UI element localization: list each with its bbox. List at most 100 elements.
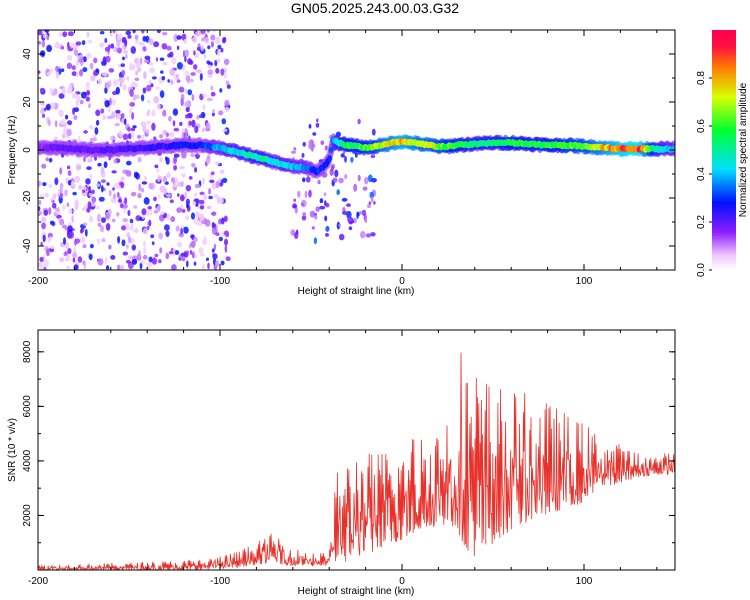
spectrogram-noise-mark — [44, 192, 49, 198]
spectrogram-noise-mark — [159, 156, 163, 163]
spectrogram-noise-mark — [200, 45, 205, 52]
spectrogram-noise-mark — [212, 109, 216, 114]
spectrogram-noise-mark — [177, 241, 183, 248]
spectrogram-noise-mark — [108, 189, 112, 197]
colorbar-gradient — [712, 30, 736, 270]
spectrogram-noise-mark — [215, 232, 220, 237]
spectrogram-noise-mark — [211, 112, 215, 117]
spectrogram-noise-mark — [158, 259, 162, 264]
spectrogram-noise-mark — [186, 203, 189, 209]
spectrogram-noise-mark — [356, 211, 359, 219]
spectrogram-noise-mark — [170, 79, 174, 85]
spectrogram-noise-mark — [41, 222, 46, 230]
spectrogram-noise-mark — [116, 212, 120, 217]
spectrogram-noise-mark — [168, 115, 172, 122]
spectrogram-noise-mark — [316, 118, 319, 123]
spectrogram-noise-mark — [147, 209, 153, 216]
spectrogram-noise-mark — [218, 110, 224, 116]
spectrogram-noise-mark — [179, 121, 183, 126]
spectrogram-noise-mark — [218, 236, 223, 242]
spectrogram-noise-mark — [145, 128, 150, 134]
spectrogram-noise-mark — [134, 57, 139, 64]
spectrogram-noise-mark — [205, 257, 210, 261]
spectrogram-noise-mark — [184, 55, 187, 63]
spectrogram-noise-mark — [67, 170, 72, 177]
spectrogram-noise-mark — [111, 170, 117, 174]
spectrogram-noise-mark — [56, 207, 60, 213]
spectrogram-noise-mark — [195, 31, 202, 37]
spectrogram-noise-mark — [181, 150, 187, 159]
spectrogram-noise-mark — [46, 35, 50, 41]
spectrogram-noise-mark — [200, 111, 206, 119]
spectrogram-noise-mark — [89, 174, 92, 179]
spectrogram-noise-mark — [306, 176, 311, 183]
spectrogram-noise-mark — [156, 30, 161, 34]
spectrogram-noise-mark — [127, 34, 132, 39]
spectrogram-noise-mark — [40, 193, 44, 199]
spectrogram-noise-mark — [180, 227, 184, 235]
spectrogram-noise-mark — [168, 131, 175, 138]
spectrogram-noise-mark — [198, 114, 202, 119]
spectrogram-noise-mark — [193, 64, 198, 70]
spectrogram-noise-mark — [294, 232, 299, 239]
spectrogram-noise-mark — [361, 209, 367, 216]
spectrogram-noise-mark — [129, 218, 134, 224]
spectrogram-noise-mark — [181, 180, 184, 188]
spectrogram-noise-mark — [170, 216, 176, 223]
spectrogram-noise-mark — [120, 63, 126, 68]
spectrogram-noise-mark — [84, 228, 88, 237]
spectrogram-noise-mark — [117, 33, 123, 38]
spectrogram-noise-mark — [83, 56, 87, 63]
spectrogram-noise-mark — [80, 227, 85, 233]
spectrogram-noise-mark — [104, 46, 110, 52]
spectrogram-noise-mark — [104, 100, 110, 108]
spectrogram-noise-mark — [129, 102, 136, 107]
spectrogram-noise-mark — [193, 218, 199, 225]
spectrogram-noise-mark — [169, 51, 174, 58]
spectrogram-noise-mark — [145, 212, 149, 217]
spectrogram-noise-mark — [169, 68, 175, 76]
spectrogram-noise-mark — [91, 196, 97, 203]
spectrogram-noise-mark — [83, 130, 88, 134]
spectrogram-noise-mark — [218, 218, 222, 225]
spectrogram-noise-mark — [120, 176, 125, 182]
spectrogram-noise-mark — [143, 71, 147, 80]
spectrogram-noise-mark — [187, 58, 193, 65]
spectrogram-noise-mark — [190, 153, 196, 158]
spectrogram-noise-mark — [223, 215, 228, 222]
spectrogram-noise-mark — [175, 73, 179, 80]
spectrogram-noise-mark — [190, 234, 195, 239]
spectrogram-noise-mark — [89, 215, 94, 223]
y-tick-label: 4000 — [22, 449, 33, 472]
spectrogram-noise-mark — [370, 232, 376, 237]
spectrogram-noise-mark — [201, 37, 205, 42]
spectrogram-noise-mark — [135, 70, 139, 76]
spectrogram-noise-mark — [116, 47, 122, 54]
spectrogram-noise-mark — [133, 205, 138, 209]
spectrogram-noise-mark — [80, 91, 87, 99]
spectrogram-noise-mark — [121, 225, 126, 231]
spectrogram-noise-mark — [128, 63, 135, 71]
spectrogram-noise-mark — [176, 45, 180, 50]
spectrogram-noise-mark — [88, 192, 93, 197]
spectrogram-noise-mark — [83, 205, 88, 211]
spectrogram-noise-mark — [136, 66, 142, 73]
spectrogram-noise-mark — [157, 204, 161, 212]
spectrogram-noise-mark — [140, 134, 145, 140]
y-tick-label: 20 — [22, 96, 33, 108]
spectrogram-noise-mark — [112, 30, 116, 34]
spectrogram-noise-mark — [185, 185, 192, 192]
spectrogram-noise-mark — [148, 182, 154, 190]
spectrogram-noise-mark — [203, 53, 207, 59]
spectrogram-noise-mark — [195, 211, 200, 218]
spectrogram-noise-mark — [132, 229, 139, 233]
spectrogram-noise-mark — [165, 230, 170, 237]
spectrogram-noise-mark — [72, 257, 76, 263]
spectrogram-noise-mark — [122, 133, 129, 141]
spectrogram-noise-mark — [95, 119, 100, 126]
spectrogram-noise-mark — [159, 57, 165, 61]
spectrogram-noise-mark — [210, 41, 214, 48]
spectrogram-noise-mark — [143, 246, 147, 255]
spectrogram-noise-mark — [104, 87, 108, 94]
spectrogram-noise-mark — [225, 232, 230, 237]
